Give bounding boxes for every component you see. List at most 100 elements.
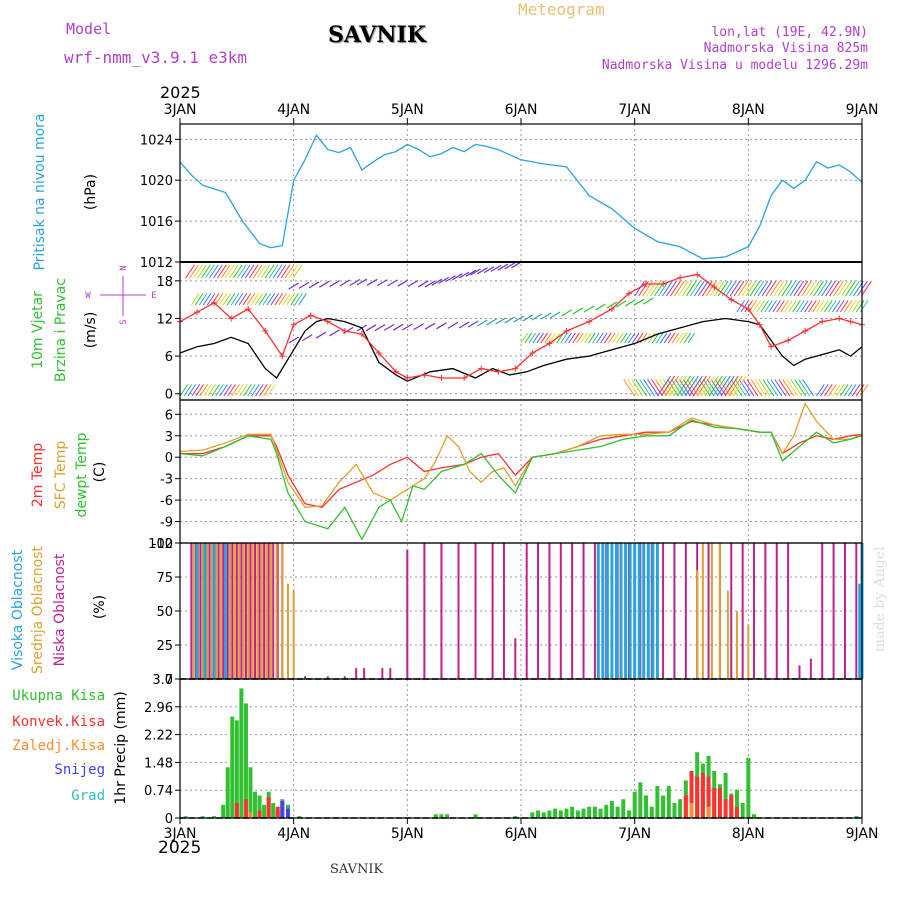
wind-barb [270, 293, 280, 306]
wind-barb [246, 293, 256, 306]
wind-barb [678, 379, 691, 397]
wind-barb [225, 264, 235, 279]
wind-barb [387, 279, 398, 287]
precip-bar [234, 720, 239, 818]
wind-barb [680, 375, 695, 397]
precip-bar [257, 810, 262, 818]
wind-barb [631, 332, 640, 344]
wind-barb [477, 319, 488, 327]
gust-marker [194, 309, 201, 316]
wind-barb [801, 280, 813, 297]
clouds-ytick-label: 0 [165, 673, 173, 688]
elevation-label: Nadmorska Visina 825m [703, 41, 868, 56]
wind-barb [544, 332, 552, 344]
temperature-ytick-label: -3 [160, 473, 173, 488]
compass-w: W [85, 291, 91, 301]
precip-bar [717, 787, 722, 818]
gust-marker [290, 321, 297, 328]
wind-barb [778, 379, 791, 397]
wind-barb [234, 293, 244, 306]
wind-barb [681, 280, 693, 297]
wind-barb [263, 384, 272, 397]
clouds-ytick-label: 25 [156, 639, 173, 654]
wind-barb [561, 309, 572, 317]
wind-barb [667, 332, 676, 344]
wind-barb [642, 297, 654, 305]
wind-barb [725, 280, 737, 297]
wind-barb [195, 384, 205, 397]
precip-bar [621, 799, 626, 818]
wind-barb [267, 384, 276, 397]
wind-barb [666, 280, 677, 297]
wind-barb [624, 332, 632, 344]
pressure-label: Pritisak na nivou mora [32, 113, 48, 270]
x-tick-label-bottom: 5JAN [391, 826, 424, 842]
wind-barb [631, 379, 644, 397]
wind-barb [756, 300, 765, 313]
wind-barb [655, 379, 667, 397]
wind-barb [250, 293, 260, 306]
wind-barb [802, 379, 815, 397]
wind-barb [604, 332, 612, 344]
wind-barb [495, 317, 506, 325]
wind-barb [809, 280, 821, 297]
wind-barb [583, 305, 595, 313]
gust-marker [546, 340, 553, 347]
wind-barb [202, 293, 212, 306]
wind-barb [700, 375, 715, 397]
wind-barb [572, 332, 580, 344]
precip-bar [723, 772, 728, 818]
precip-bar [297, 816, 302, 818]
wind-barb [837, 280, 848, 297]
gust-marker [211, 299, 218, 306]
wind-barb [792, 300, 801, 313]
wind-barb [580, 332, 588, 344]
wind-barb [424, 280, 436, 288]
wind-barb [356, 278, 368, 286]
precip-bar [712, 787, 717, 818]
wind-barb [207, 384, 216, 397]
wind-barb [794, 379, 807, 397]
wind-barb [239, 384, 248, 397]
wind-barb [726, 379, 739, 397]
wind-barb [670, 280, 681, 297]
wind-barb [374, 324, 386, 332]
wind-barb [855, 300, 865, 313]
wind-barb [445, 275, 456, 283]
wind-barb [528, 332, 536, 344]
gust-marker [660, 280, 667, 287]
precip-bar [433, 814, 438, 818]
wind-barb [588, 332, 596, 344]
wind-barb [436, 322, 447, 330]
wind-barb [248, 264, 259, 279]
wind-ytick-label: 0 [165, 388, 173, 403]
wind-barb [762, 379, 775, 397]
precip-bar [723, 799, 728, 818]
wind-barb [754, 379, 767, 397]
wind-barb [804, 300, 813, 313]
wind-barb [701, 280, 713, 297]
station-title: SAVNIK [328, 22, 426, 48]
wind-barb [243, 384, 252, 397]
wind-barb [194, 293, 204, 306]
wind-barb [206, 293, 216, 306]
gust-marker [228, 315, 235, 322]
wind-barb [694, 379, 707, 397]
wind-barb [612, 332, 620, 344]
wind-barb [786, 379, 799, 397]
wind-barb [536, 332, 544, 344]
wind-barb [458, 271, 470, 279]
wind-barb [193, 264, 203, 279]
wind-barb [667, 379, 679, 397]
wind-barb [185, 264, 195, 279]
gust-marker [279, 353, 286, 360]
compass-s: S [119, 319, 129, 324]
temp-label-dewpt: dewpt Temp [74, 432, 90, 517]
precip-legend-label: Grad [71, 788, 105, 804]
wind-barb [564, 332, 572, 344]
precip-bar [695, 776, 700, 818]
precip-bar [604, 804, 609, 818]
wind-barb [675, 332, 684, 344]
wind-barb [753, 280, 765, 297]
